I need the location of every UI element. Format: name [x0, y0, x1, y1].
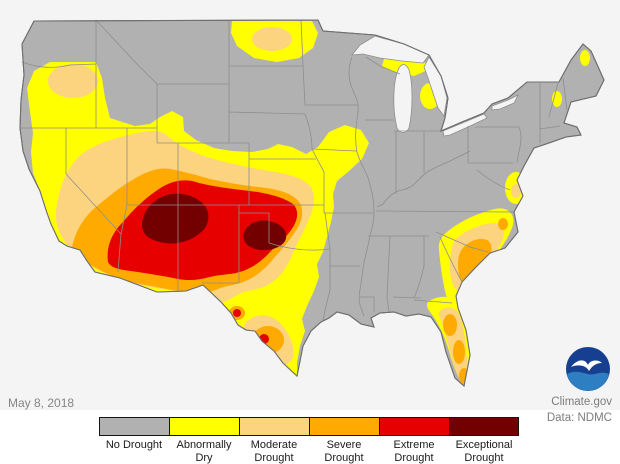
drought-layer-exceptional	[142, 193, 287, 251]
d1-region-north-dakota	[252, 27, 292, 51]
d2-region-north-carolina	[498, 218, 508, 230]
legend-swatch-no-drought	[99, 417, 169, 436]
attribution-climategov: Climate.gov	[551, 396, 612, 408]
legend-item-no-drought: No Drought	[99, 417, 169, 464]
attribution: Climate.gov Data: NDMC	[547, 395, 612, 426]
noaa-logo	[566, 347, 610, 391]
state-borders	[20, 19, 568, 321]
drought-legend: No Drought Abnormally Dry Moderate Droug…	[99, 417, 519, 464]
legend-swatch-extreme	[379, 417, 449, 436]
legend-label-moderate: Moderate Drought	[250, 439, 298, 464]
lake-michigan	[393, 64, 413, 133]
attribution-ndmc: Data: NDMC	[546, 411, 612, 424]
legend-swatch-moderate	[239, 417, 309, 436]
d2-region-southeast-coast	[458, 239, 492, 283]
lake-ontario	[491, 94, 519, 111]
d3-region-big-bend	[233, 309, 241, 317]
map-date: May 8, 2018	[8, 396, 75, 410]
legend-item-extreme: Extreme Drought	[379, 417, 449, 464]
legend-label-extreme: Extreme Drought	[393, 439, 435, 464]
legend-label-no-drought: No Drought	[105, 439, 163, 451]
legend-swatch-abnormally-dry	[169, 417, 239, 436]
legend-label-abnormally-dry: Abnormally Dry	[176, 439, 232, 464]
legend-item-moderate: Moderate Drought	[239, 417, 309, 464]
great-lakes	[351, 35, 519, 137]
legend-swatch-severe	[309, 417, 379, 436]
d4-region-panhandles	[243, 220, 287, 251]
legend-swatch-exceptional	[449, 417, 519, 436]
d4-region-four-corners	[142, 193, 209, 244]
us-drought-map	[0, 0, 620, 410]
noaa-logo-sea	[567, 371, 609, 391]
noaa-logo-bird-icon	[571, 360, 602, 371]
d0-region-maine	[580, 50, 590, 66]
legend-label-exceptional: Exceptional Drought	[455, 439, 513, 464]
d1-region-delmarva	[511, 184, 521, 198]
legend-item-exceptional: Exceptional Drought	[449, 417, 519, 464]
d1-region-oregon	[48, 64, 98, 98]
d2-region-florida-north	[443, 314, 457, 336]
d2-region-florida-mid	[453, 340, 465, 364]
legend-item-abnormally-dry: Abnormally Dry	[169, 417, 239, 464]
legend-item-severe: Severe Drought	[309, 417, 379, 464]
legend-label-severe: Severe Drought	[324, 439, 364, 464]
